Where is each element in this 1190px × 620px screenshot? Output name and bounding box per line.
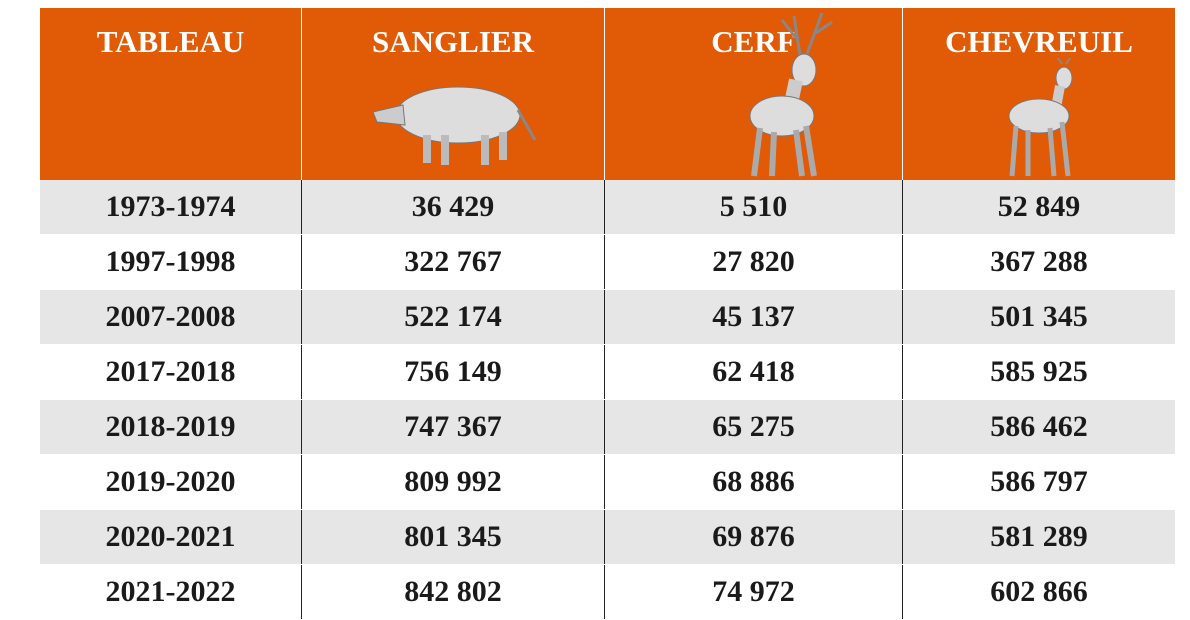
season-cell: 2020-2021 [40,510,302,564]
season-cell: 2007-2008 [40,290,302,344]
page: TABLEAU SANGLIER CERF CHEVREUIL [0,0,1190,619]
count-cell: 62 418 [605,345,903,399]
count-cell: 586 797 [903,455,1175,509]
count-cell: 801 345 [302,510,605,564]
boar-illustration [363,70,543,170]
count-cell: 367 288 [903,235,1175,289]
count-cell: 27 820 [605,235,903,289]
header-text: SANGLIER [372,24,534,59]
season-cell: 2021-2022 [40,565,302,619]
count-cell: 842 802 [302,565,605,619]
count-cell: 809 992 [302,455,605,509]
count-cell: 501 345 [903,290,1175,344]
count-cell: 581 289 [903,510,1175,564]
header-cell: SANGLIER [302,8,605,180]
count-cell: 747 367 [302,400,605,454]
header-text: CHEVREUIL [945,24,1133,59]
season-cell: 2019-2020 [40,455,302,509]
count-cell: 68 886 [605,455,903,509]
count-cell: 756 149 [302,345,605,399]
count-cell: 585 925 [903,345,1175,399]
roe-deer-illustration [984,58,1094,178]
count-cell: 69 876 [605,510,903,564]
season-cell: 2018-2019 [40,400,302,454]
count-cell: 65 275 [605,400,903,454]
header-row: TABLEAU SANGLIER CERF CHEVREUIL [40,8,1175,180]
header-cell: CERF [605,8,903,180]
count-cell: 5 510 [605,180,903,234]
header-cell: CHEVREUIL [903,8,1175,180]
count-cell: 45 137 [605,290,903,344]
count-cell: 36 429 [302,180,605,234]
count-cell: 522 174 [302,290,605,344]
count-cell: 586 462 [903,400,1175,454]
hunting-table: TABLEAU SANGLIER CERF CHEVREUIL [40,8,1175,620]
count-cell: 74 972 [605,565,903,619]
season-cell: 1997-1998 [40,235,302,289]
season-cell: 1973-1974 [40,180,302,234]
count-cell: 602 866 [903,565,1175,619]
header-text: TABLEAU [97,24,245,59]
header-cell: TABLEAU [40,8,302,180]
count-cell: 322 767 [302,235,605,289]
count-cell: 52 849 [903,180,1175,234]
season-cell: 2017-2018 [40,345,302,399]
deer-illustration [732,8,852,178]
